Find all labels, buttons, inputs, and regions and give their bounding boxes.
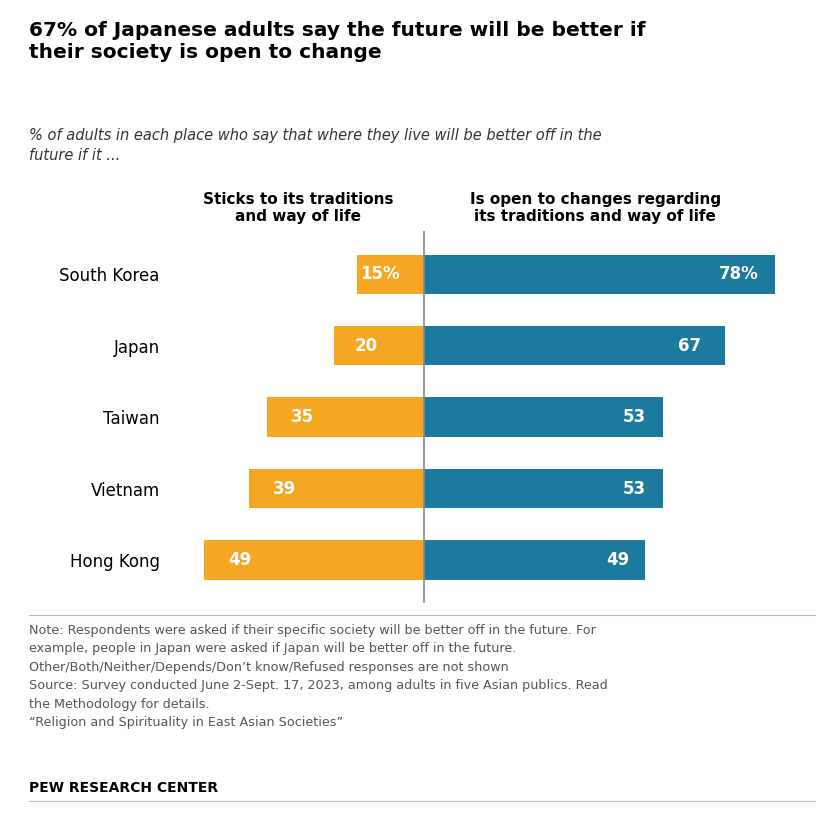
Bar xyxy=(357,254,424,294)
Text: 67: 67 xyxy=(678,337,701,354)
Bar xyxy=(424,397,663,437)
Text: Sticks to its traditions
and way of life: Sticks to its traditions and way of life xyxy=(203,192,394,224)
Bar xyxy=(334,326,424,365)
Text: 78%: 78% xyxy=(719,265,759,283)
Text: 49: 49 xyxy=(606,551,630,569)
Text: 39: 39 xyxy=(273,480,297,497)
Bar xyxy=(267,397,424,437)
Text: 35: 35 xyxy=(291,408,314,426)
Bar xyxy=(424,326,726,365)
Bar xyxy=(249,469,424,508)
Bar xyxy=(204,540,424,580)
Bar xyxy=(424,254,775,294)
Text: Is open to changes regarding
its traditions and way of life: Is open to changes regarding its traditi… xyxy=(470,192,721,224)
Bar xyxy=(424,540,644,580)
Text: 53: 53 xyxy=(622,480,645,497)
Text: 20: 20 xyxy=(354,337,377,354)
Bar xyxy=(424,469,663,508)
Text: 53: 53 xyxy=(622,408,645,426)
Text: Note: Respondents were asked if their specific society will be better off in the: Note: Respondents were asked if their sp… xyxy=(29,624,608,729)
Text: % of adults in each place who say that where they live will be better off in the: % of adults in each place who say that w… xyxy=(29,128,602,164)
Text: 15%: 15% xyxy=(360,265,400,283)
Text: PEW RESEARCH CENTER: PEW RESEARCH CENTER xyxy=(29,781,218,795)
Text: 67% of Japanese adults say the future will be better if
their society is open to: 67% of Japanese adults say the future wi… xyxy=(29,21,646,63)
Text: 49: 49 xyxy=(228,551,251,569)
